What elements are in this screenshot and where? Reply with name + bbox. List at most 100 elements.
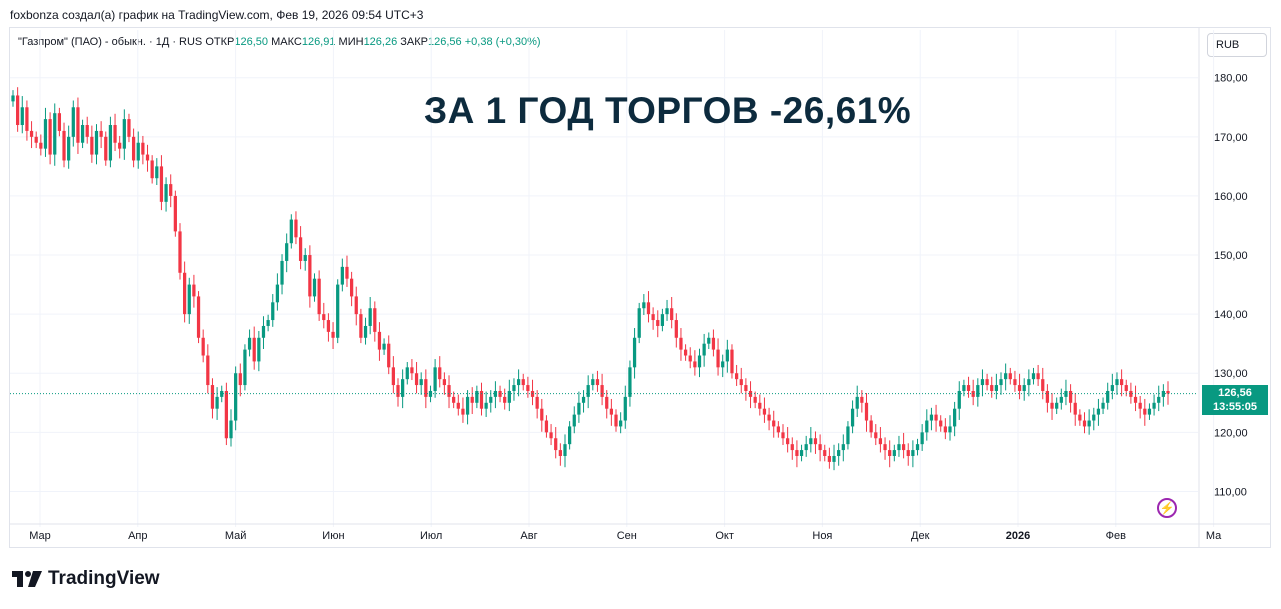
change-value: +0,38 (+0,30%) xyxy=(464,36,541,48)
candle-body xyxy=(609,408,613,415)
candle-body xyxy=(874,432,878,439)
candle-body xyxy=(1068,390,1073,403)
candle-body xyxy=(837,450,841,456)
candle-body xyxy=(401,379,405,397)
candle-body xyxy=(210,385,215,409)
candle-body xyxy=(261,325,266,338)
candle-body xyxy=(758,402,762,409)
y-tick-label: 110,00 xyxy=(1214,486,1247,498)
candle-body xyxy=(178,231,182,273)
candle-body xyxy=(340,266,344,285)
candle-body xyxy=(368,308,372,326)
candle-body xyxy=(901,444,906,451)
candle-body xyxy=(860,396,864,403)
candle-body xyxy=(1147,408,1152,415)
candle-body xyxy=(271,302,275,321)
currency-selector[interactable]: RUB xyxy=(1207,33,1267,57)
candle-body xyxy=(581,396,586,403)
candle-body xyxy=(382,343,386,350)
candle-body xyxy=(503,396,507,403)
candle-body xyxy=(716,349,720,368)
candle-body xyxy=(818,444,822,451)
x-tick-label: Окт xyxy=(715,530,734,542)
candle-body xyxy=(39,142,43,149)
open-label: ОТКР xyxy=(205,36,235,48)
candle-body xyxy=(479,390,484,409)
candle-body xyxy=(1013,379,1017,386)
candle-body xyxy=(1092,414,1096,421)
candle-body xyxy=(1004,373,1008,380)
candle-body xyxy=(744,385,748,391)
candle-body xyxy=(294,219,298,238)
candle-body xyxy=(108,125,113,161)
candle-body xyxy=(554,438,558,451)
candle-body xyxy=(280,260,284,285)
candle-body xyxy=(605,396,609,409)
candle-body xyxy=(1027,379,1031,386)
candle-body xyxy=(813,438,818,445)
candle-body xyxy=(229,420,233,439)
candle-body xyxy=(1050,402,1054,409)
candle-body xyxy=(586,385,590,397)
candle-body xyxy=(387,343,391,368)
candle-body xyxy=(683,349,688,356)
candle-body xyxy=(544,420,549,433)
candle-body xyxy=(577,402,581,415)
candle-body xyxy=(141,142,145,155)
candle-body xyxy=(526,385,530,391)
candle-body xyxy=(215,396,219,409)
candle-body xyxy=(405,367,409,380)
x-tick-label: Авг xyxy=(520,530,537,542)
open-value: 126,50 xyxy=(234,36,269,48)
candle-body xyxy=(475,390,479,403)
x-tick-label: 2026 xyxy=(1006,530,1030,542)
candle-body xyxy=(809,438,813,445)
candle-body xyxy=(391,367,395,386)
candle-body xyxy=(99,130,103,137)
candle-body xyxy=(512,385,516,391)
candle-body xyxy=(331,331,335,338)
candle-body xyxy=(1106,390,1110,403)
candle-body xyxy=(623,396,627,421)
candle-body xyxy=(206,355,210,386)
candle-body xyxy=(707,337,711,344)
chart-headline: ЗА 1 ГОД ТОРГОВ -26,61% xyxy=(424,90,912,131)
close-label: ЗАКР xyxy=(400,36,429,48)
candle-body xyxy=(1166,390,1170,394)
candle-body xyxy=(196,296,201,338)
candle-body xyxy=(53,113,57,155)
symbol-legend[interactable]: "Газпром" (ПАО) - обыкн. · 1Д · RUS ОТКР… xyxy=(18,36,541,48)
candle-body xyxy=(521,379,525,386)
y-tick-label: 130,00 xyxy=(1214,368,1248,380)
candle-body xyxy=(461,408,465,415)
low-value: 126,26 xyxy=(363,36,398,48)
candle-body xyxy=(985,379,989,386)
bolt-icon[interactable]: ⚡ xyxy=(1157,498,1177,518)
high-label: МАКС xyxy=(271,36,302,48)
candle-body xyxy=(470,396,474,403)
candle-body xyxy=(1073,402,1077,415)
candle-body xyxy=(516,379,521,386)
candle-body xyxy=(628,367,632,397)
candle-body xyxy=(359,314,363,338)
candle-body xyxy=(1143,408,1147,415)
candle-body xyxy=(1055,402,1059,409)
candle-body xyxy=(76,107,80,143)
candle-body xyxy=(869,420,873,433)
candle-body xyxy=(1031,373,1036,380)
candle-body xyxy=(25,107,29,131)
candle-body xyxy=(790,444,794,451)
candle-body xyxy=(753,396,757,403)
candle-body xyxy=(888,450,892,456)
candle-body xyxy=(693,361,697,368)
candle-body xyxy=(438,367,442,380)
candle-body xyxy=(962,385,966,391)
candle-body xyxy=(187,284,191,315)
candle-body xyxy=(308,255,312,297)
candle-body xyxy=(183,272,187,315)
tradingview-logo[interactable]: TradingView xyxy=(12,568,160,590)
x-tick-label: Ма xyxy=(1206,530,1222,542)
candle-body xyxy=(883,444,887,451)
candle-body xyxy=(674,320,678,338)
